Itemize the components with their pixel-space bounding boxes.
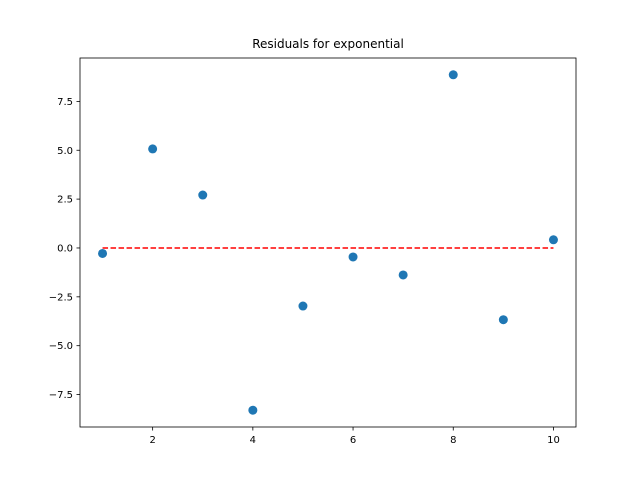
y-tick-label: −7.5 xyxy=(49,390,73,401)
data-point xyxy=(548,235,558,245)
x-tick-label: 8 xyxy=(450,435,456,446)
data-point xyxy=(348,252,358,262)
scatter-points xyxy=(98,70,558,415)
chart-title: Residuals for exponential xyxy=(252,37,404,51)
data-point xyxy=(98,248,108,258)
y-axis-ticks: −7.5 −5.0 −2.5 0.0 2.5 5.0 7.5 xyxy=(49,97,80,401)
data-point xyxy=(298,301,308,311)
data-point xyxy=(398,270,408,280)
data-point xyxy=(498,315,508,325)
x-tick-label: 2 xyxy=(149,435,155,446)
y-tick-label: −5.0 xyxy=(49,341,73,352)
data-point xyxy=(248,405,258,415)
x-tick-label: 4 xyxy=(250,435,256,446)
data-point xyxy=(148,144,158,154)
data-point xyxy=(198,190,208,200)
y-tick-label: 2.5 xyxy=(57,195,73,206)
x-tick-label: 10 xyxy=(547,435,560,446)
x-axis-ticks: 2 4 6 8 10 xyxy=(149,427,560,446)
x-tick-label: 6 xyxy=(350,435,356,446)
y-tick-label: 7.5 xyxy=(57,97,73,108)
y-tick-label: 5.0 xyxy=(57,146,73,157)
y-tick-label: −2.5 xyxy=(49,292,73,303)
plot-area-frame xyxy=(79,57,577,428)
y-tick-label: 0.0 xyxy=(57,243,73,254)
data-point xyxy=(448,70,458,80)
